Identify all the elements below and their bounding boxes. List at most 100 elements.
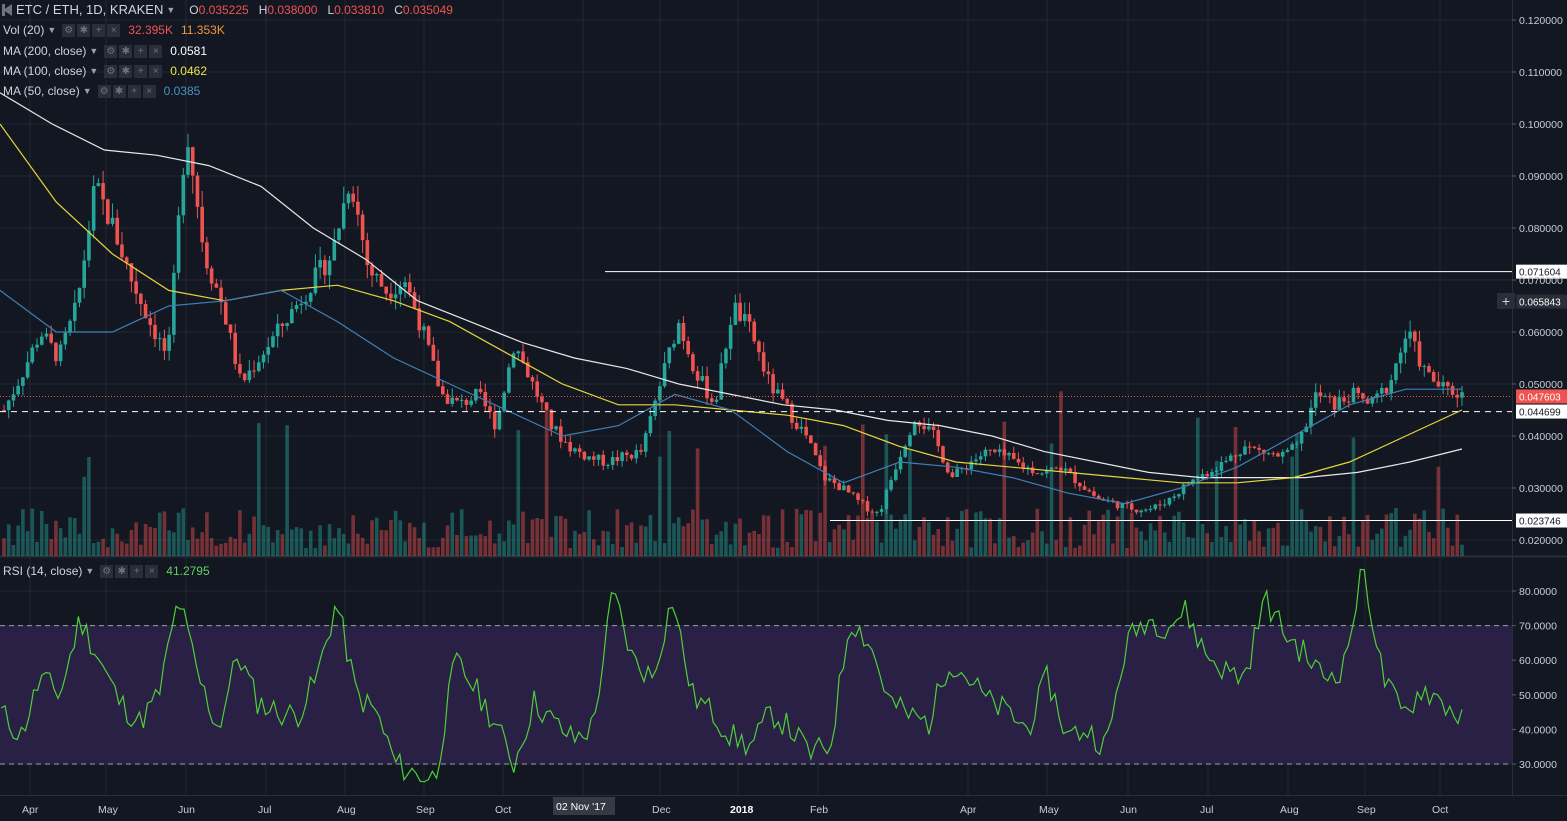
candle-body: [686, 341, 690, 355]
close-icon[interactable]: ×: [142, 84, 156, 98]
volume-value: 32.395K: [128, 23, 173, 37]
gear-icon[interactable]: ✱: [115, 564, 129, 578]
price-label: 0.065843: [1519, 298, 1561, 309]
chevron-down-icon[interactable]: ▼: [89, 66, 99, 76]
candle-body: [167, 334, 171, 351]
candle-body: [72, 302, 77, 321]
candle-body: [1276, 453, 1280, 457]
indicator-label[interactable]: MA (100, close): [3, 64, 87, 78]
volume-bar: [1252, 520, 1257, 556]
candle-body: [544, 402, 549, 410]
settings-icon[interactable]: ⚙: [104, 64, 118, 78]
candle-body: [639, 450, 643, 452]
volume-bar: [49, 539, 53, 556]
plus-icon[interactable]: +: [134, 64, 148, 78]
indicator-label[interactable]: MA (200, close): [3, 44, 87, 58]
chevron-down-icon[interactable]: ▼: [85, 566, 95, 576]
candle-body: [21, 377, 25, 386]
candle-body: [124, 257, 129, 264]
candle-body: [252, 370, 256, 372]
settings-icon[interactable]: ⚙: [62, 23, 76, 37]
rsi-axis-label: 70.0000: [1519, 621, 1557, 633]
volume-bar: [1394, 508, 1398, 556]
candle-body: [58, 344, 63, 362]
plus-icon[interactable]: +: [134, 44, 148, 58]
close-icon[interactable]: ×: [149, 44, 163, 58]
candle-body: [761, 352, 766, 372]
volume-bar: [1177, 511, 1181, 556]
volume-bar: [186, 539, 190, 556]
indicator-label[interactable]: MA (50, close): [3, 84, 80, 98]
ma50-line: [0, 289, 1462, 505]
volume-bar: [238, 510, 242, 556]
chevron-down-icon[interactable]: ▼: [166, 5, 176, 15]
volume-bar: [832, 529, 837, 556]
candle-body: [436, 360, 440, 387]
volume-bar: [1129, 512, 1134, 556]
close-icon[interactable]: ×: [145, 564, 159, 578]
volume-bar: [1219, 537, 1224, 556]
candle-body: [615, 457, 620, 462]
candle-body: [945, 462, 950, 473]
plus-icon[interactable]: +: [92, 23, 106, 37]
candle-body: [752, 321, 757, 342]
gear-icon[interactable]: ✱: [77, 23, 91, 37]
candle-body: [1040, 473, 1044, 475]
volume-bar: [879, 542, 884, 556]
chevron-down-icon[interactable]: ▼: [89, 46, 99, 56]
gear-icon[interactable]: ✱: [119, 64, 133, 78]
plus-icon[interactable]: +: [127, 84, 141, 98]
settings-icon[interactable]: ⚙: [100, 564, 114, 578]
add-alert-plus-icon[interactable]: +: [1497, 293, 1515, 309]
candle-body: [648, 416, 653, 434]
time-axis-label: Jun: [178, 804, 195, 816]
time-label-bg: [553, 797, 615, 815]
volume-bar: [1228, 542, 1233, 556]
candle-body: [356, 201, 360, 215]
volume-bar: [1144, 540, 1148, 556]
settings-icon[interactable]: ⚙: [104, 44, 118, 58]
candle-body: [370, 265, 374, 276]
volume-bar: [360, 537, 365, 556]
volume-bar: [124, 543, 129, 556]
settings-icon[interactable]: ⚙: [97, 84, 111, 98]
volume-bar: [1214, 460, 1219, 556]
gear-icon[interactable]: ✱: [112, 84, 126, 98]
volume-bar: [1167, 541, 1172, 556]
candle-body: [1162, 504, 1167, 506]
price-axis-label: 0.090000: [1519, 171, 1563, 183]
candle-body: [327, 260, 332, 276]
volume-bar: [464, 536, 469, 556]
volume-bar: [875, 521, 879, 556]
chevron-down-icon[interactable]: ▼: [82, 86, 92, 96]
gear-icon[interactable]: ✱: [119, 44, 133, 58]
plus-icon[interactable]: +: [130, 564, 144, 578]
collapse-icon[interactable]: [2, 4, 12, 16]
candle-body: [101, 183, 105, 200]
indicator-label[interactable]: RSI (14, close): [3, 564, 83, 578]
candle-body: [266, 347, 271, 355]
volume-bar: [1044, 543, 1049, 556]
close-icon[interactable]: ×: [107, 23, 121, 37]
volume-bar: [827, 542, 832, 556]
time-axis-label: Aug: [337, 804, 356, 816]
candle-body: [308, 293, 313, 302]
volume-bar: [1413, 513, 1417, 556]
chevron-down-icon[interactable]: ▼: [47, 25, 57, 35]
candle-body: [794, 422, 799, 429]
candle-body: [1394, 363, 1398, 381]
volume-bars: [2, 391, 1464, 556]
symbol-title[interactable]: ETC / ETH, 1D, KRAKEN: [16, 2, 164, 17]
volume-bar: [884, 434, 889, 556]
volume-bar: [1337, 535, 1342, 556]
close-icon[interactable]: ×: [149, 64, 163, 78]
indicator-label[interactable]: Vol (20): [3, 23, 45, 37]
volume-bar: [1011, 535, 1016, 556]
candle-body: [733, 302, 738, 325]
candle-body: [63, 332, 68, 345]
volume-bar: [1323, 541, 1327, 556]
volume-bar: [91, 542, 96, 556]
price-label: 0.071604: [1519, 268, 1561, 279]
candle-body: [2, 410, 6, 411]
